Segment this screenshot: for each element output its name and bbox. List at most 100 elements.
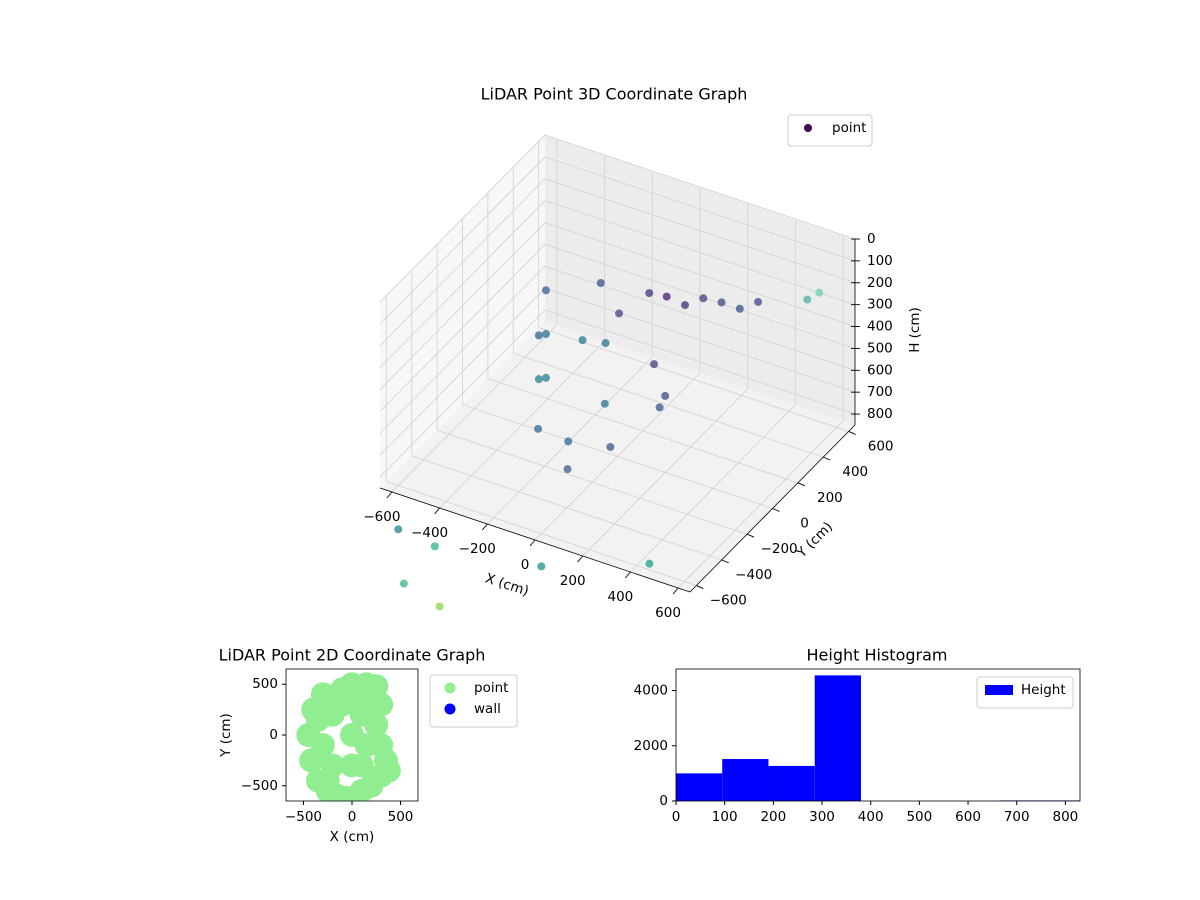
- x-tick-label: 0: [348, 809, 357, 825]
- point: [717, 298, 726, 307]
- y-tick-label: −200: [761, 541, 798, 557]
- point: [754, 297, 763, 306]
- grid-line: [379, 178, 546, 347]
- point: [315, 768, 340, 793]
- axes-frame: [675, 668, 1081, 802]
- grid-line: [379, 265, 546, 434]
- x-tick-label: 800: [1053, 809, 1079, 825]
- legend-swatch: [985, 685, 1013, 695]
- z-tick-label: 600: [867, 362, 893, 378]
- y-tick-label: 200: [817, 490, 843, 506]
- point: [645, 559, 654, 568]
- tick-mark: [625, 571, 631, 579]
- tick-mark: [577, 555, 584, 563]
- x-tick-label: −600: [363, 509, 400, 525]
- x-tick-label: −400: [411, 525, 448, 541]
- point: [563, 465, 572, 474]
- y-tick-label: 400: [842, 464, 868, 480]
- point: [681, 301, 689, 310]
- x-tick-label: 700: [1004, 809, 1030, 825]
- grid-line: [544, 287, 856, 393]
- z-tick-label: 400: [867, 319, 893, 335]
- x-axis-label: X (cm): [330, 829, 375, 845]
- legend-marker: [444, 682, 456, 694]
- tick-mark: [721, 559, 729, 564]
- point: [596, 278, 605, 287]
- grid-line: [544, 265, 856, 371]
- chart-title: LiDAR Point 3D Coordinate Graph: [481, 85, 748, 104]
- axis-line: [379, 487, 691, 593]
- point: [803, 295, 812, 304]
- tick-mark: [823, 456, 831, 461]
- grid-line: [538, 326, 849, 432]
- grid-line: [379, 309, 546, 478]
- axis-line: [689, 424, 856, 593]
- grid-line: [379, 134, 546, 303]
- bar: [722, 759, 769, 801]
- y-tick-label: −400: [735, 567, 772, 583]
- point: [606, 442, 615, 451]
- y-tick-label: 4000: [634, 683, 668, 699]
- point: [344, 682, 369, 707]
- point: [310, 733, 335, 758]
- y-tick-label: 600: [868, 438, 894, 454]
- grid-line: [544, 309, 856, 415]
- grid-line: [544, 200, 856, 306]
- point: [340, 753, 364, 778]
- grid-line: [379, 222, 546, 390]
- grid-line: [462, 404, 773, 509]
- x-tick-label: 500: [388, 809, 414, 825]
- tick-mark: [848, 431, 856, 435]
- y-tick-label: 0: [800, 516, 809, 532]
- y-tick-label: −500: [241, 778, 278, 794]
- legend-marker: [444, 703, 456, 715]
- tick-mark: [386, 491, 393, 499]
- x-tick-label: 300: [809, 809, 835, 825]
- tick-mark: [797, 482, 806, 487]
- point: [394, 525, 403, 534]
- point: [578, 336, 587, 345]
- point: [534, 331, 543, 340]
- z-tick-label: 300: [867, 297, 893, 313]
- z-tick-label: 500: [867, 340, 893, 356]
- point: [662, 292, 671, 301]
- x-tick-label: 200: [760, 809, 786, 825]
- y-axis-label: Y (cm): [218, 713, 234, 758]
- grid-line: [379, 200, 546, 368]
- z-tick-label: 700: [867, 384, 893, 400]
- y-tick-label: −600: [710, 593, 747, 609]
- point: [541, 286, 550, 295]
- point: [650, 360, 659, 369]
- point: [376, 758, 401, 783]
- tick-mark: [772, 508, 780, 512]
- x-tick-label: 600: [955, 809, 981, 825]
- grid-line: [379, 244, 546, 412]
- point: [615, 309, 624, 318]
- legend-box: [976, 676, 1074, 709]
- grid-line: [544, 156, 856, 262]
- point: [354, 733, 379, 758]
- x-tick-label: 500: [906, 809, 932, 825]
- x-tick-label: 0: [521, 557, 530, 573]
- points: [296, 672, 401, 801]
- z-tick-label: 800: [867, 406, 893, 422]
- tick-mark: [434, 507, 440, 515]
- tick-mark: [696, 585, 704, 589]
- point: [655, 403, 664, 412]
- x-tick-label: 600: [655, 605, 681, 621]
- point: [399, 579, 408, 588]
- grid-line: [544, 134, 856, 240]
- point: [661, 391, 670, 400]
- chart-title: LiDAR Point 2D Coordinate Graph: [219, 646, 486, 665]
- z-axis-label: H (cm): [907, 307, 923, 353]
- y-tick-label: 0: [269, 727, 278, 743]
- plot-area: [296, 672, 401, 801]
- x-tick-label: 400: [607, 589, 633, 605]
- point: [306, 707, 331, 732]
- point: [534, 375, 543, 384]
- tick-mark: [481, 523, 488, 531]
- point: [310, 682, 335, 707]
- legend-marker: [804, 124, 812, 132]
- y-tick-label: 2000: [634, 738, 668, 754]
